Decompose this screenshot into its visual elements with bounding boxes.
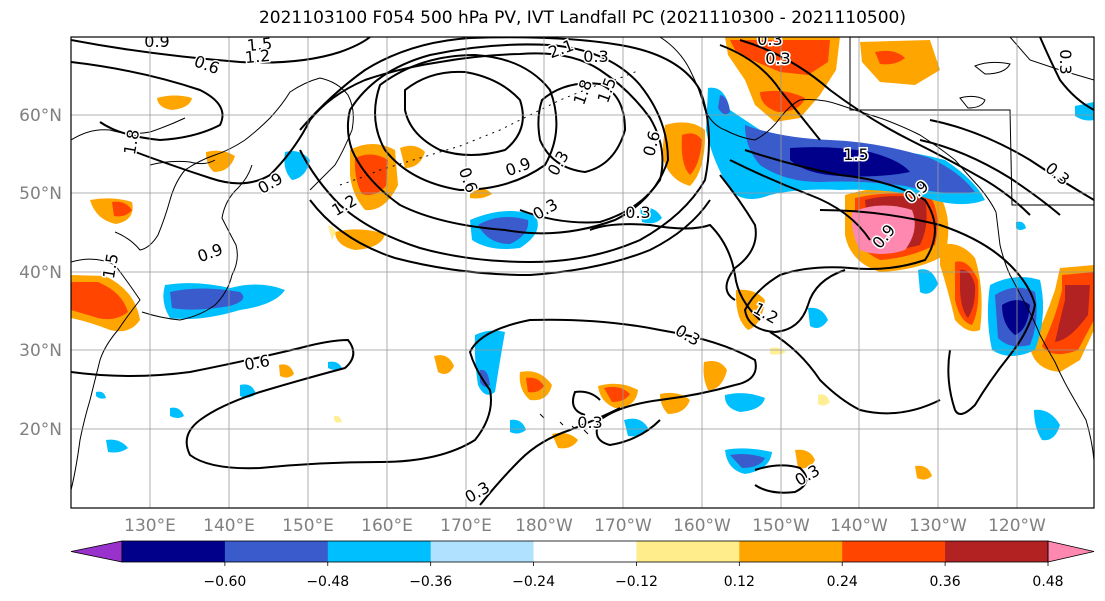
lat-tick-label: 30°N [19,341,62,361]
colorbar-swatch [122,541,226,562]
contour-label: 1.2 [328,191,360,220]
lon-tick-label: 170°W [594,516,652,536]
contour-label: 1.2 [244,46,271,67]
colorbar-label: −0.12 [615,574,658,590]
chart-title: 2021103100 F054 500 hPa PV, IVT Landfall… [258,8,906,28]
contour-label: 1.5 [246,34,273,55]
colorbar-label: 0.24 [827,574,858,590]
contour-label: 1.5 [843,145,868,164]
colorbar-label: 0.48 [1032,574,1063,590]
lon-tick-label: 140°W [830,516,888,536]
lat-tick-label: 40°N [19,263,62,283]
lat-tick-label: 50°N [19,184,62,204]
contour-label: 1.8 [570,77,597,107]
lon-tick-label: 130°W [909,516,967,536]
contour-label: 0.3 [625,203,650,222]
lon-tick-label: 170°E [440,516,492,536]
contour-label: 1.8 [120,128,143,156]
contour-label: 0.6 [639,129,664,159]
lon-tick-label: 150°E [282,516,334,536]
contour-label: 0.3 [577,413,602,432]
contour-label: 1.5 [594,75,621,105]
colorbar-swatch [739,541,843,562]
map-frame [70,36,1095,509]
contour-label: 0.3 [765,49,790,68]
contour-label: 1.5 [99,252,122,280]
colorbar-label: 0.36 [930,574,961,590]
lon-tick-label: 150°W [752,516,810,536]
contours [71,37,1094,506]
contour-label: 0.3 [757,30,782,49]
colorbar-swatch [945,541,1049,562]
contour-label: 0.3 [791,461,823,490]
longitude-labels: 130°E 140°E 150°E 160°E 170°E 180°W 170°W 160°W… [124,516,1046,536]
colorbar-extend-high [1047,540,1095,563]
colorbar-label: −0.24 [512,574,555,590]
colorbar: −0.60 −0.48 −0.36 −0.24 −0.12 0.12 0.24 0.36 0.4… [70,540,1095,590]
lon-tick-label: 160°W [673,516,731,536]
map-area: 0.9 1.51.20.62.11.81.50.60.9 0.30.60.30.91… [71,30,1094,508]
colorbar-label: 0.12 [724,574,755,590]
colorbar-extend-low [70,540,123,563]
contour-label: 0.6 [192,52,222,79]
latitude-labels: 60°N 50°N 40°N 30°N 20°N [19,106,62,440]
coastlines [71,37,1094,491]
colorbar-swatch [533,541,637,562]
lon-tick-label: 180°W [515,516,573,536]
contour-label: 0.9 [195,240,225,267]
contour-label: 0.9 [503,154,533,181]
contour-label: 0.6 [243,351,271,374]
colorbar-frame [121,540,1049,563]
colorbar-swatch [430,541,535,562]
lat-tick-label: 20°N [19,420,62,440]
contour-label: 0.9 [254,169,286,198]
lon-tick-label: 120°W [988,516,1046,536]
lat-tick-label: 60°N [19,106,62,126]
colorbar-label: −0.60 [203,574,246,590]
lon-tick-label: 140°E [203,516,255,536]
contour-label: 0.3 [1056,49,1075,74]
lon-tick-label: 160°E [361,516,413,536]
contour-label: 0.3 [583,47,608,66]
colorbar-swatch [842,541,946,562]
colorbar-label: −0.36 [409,574,452,590]
colorbar-label: −0.48 [306,574,349,590]
colorbar-swatch [636,541,740,562]
contour-label: 0.3 [672,321,704,350]
lon-tick-label: 130°E [124,516,176,536]
gridlines [71,37,1094,508]
contour-label: 0.9 [144,32,169,51]
colorbar-swatch [224,541,329,562]
colorbar-swatch [327,541,432,562]
